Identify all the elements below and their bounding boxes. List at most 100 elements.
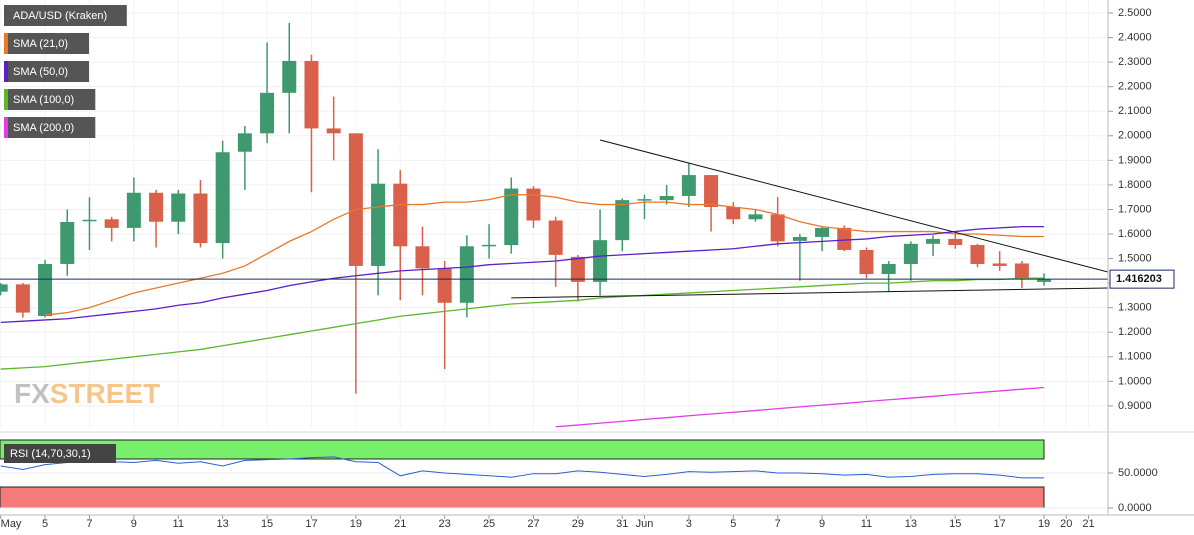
y-tick-label: 1.3000: [1118, 302, 1152, 314]
candle-body: [570, 256, 585, 282]
x-tick-label: 19: [350, 518, 362, 530]
candle-body: [459, 246, 474, 303]
legend-label: SMA (21,0): [13, 38, 68, 50]
sma-line: [44, 194, 1045, 316]
candle-body: [348, 133, 363, 266]
x-tick-label: 13: [905, 518, 917, 530]
candle-body: [992, 263, 1007, 266]
candle-body: [60, 221, 75, 264]
x-tick-label: 13: [217, 518, 229, 530]
x-tick-label: 17: [305, 518, 317, 530]
rsi-line: [0, 456, 1045, 479]
x-tick-label: 9: [819, 518, 825, 530]
candle-body: [15, 284, 30, 313]
trendline: [511, 287, 1108, 299]
x-tick-label: 19: [1038, 518, 1050, 530]
rsi-label-box: [4, 444, 116, 463]
price-plot: FXSTREET: [0, 22, 1108, 428]
watermark-part: FX: [14, 378, 50, 409]
candle-body: [126, 192, 141, 228]
y-tick-label: 2.4000: [1118, 31, 1152, 43]
y-tick-label: 2.1000: [1118, 105, 1152, 117]
y-tick-label: 1.7000: [1118, 203, 1152, 215]
candle-body: [748, 214, 763, 220]
legend-box: [4, 5, 127, 26]
candle-body: [970, 245, 985, 264]
oversold-zone: [0, 486, 1045, 509]
legend-swatch: [4, 89, 8, 110]
legend-swatch: [4, 33, 8, 54]
y-tick-label: 1.9000: [1118, 154, 1152, 166]
candle-body: [415, 246, 430, 269]
legend-box: [4, 89, 96, 110]
candle-body: [104, 219, 119, 228]
legend-label: SMA (50,0): [13, 66, 68, 78]
x-tick-label: Jun: [636, 518, 654, 530]
legend-box: [4, 117, 96, 138]
rsi-label: RSI (14,70,30,1): [10, 448, 91, 460]
candle-body: [193, 193, 208, 244]
y-tick-label: 1.1000: [1118, 351, 1152, 363]
sma-line: [0, 225, 1045, 324]
x-tick-label: 11: [861, 518, 872, 530]
candle-body: [1037, 279, 1052, 282]
candle-body: [859, 249, 874, 275]
y-tick-label: 1.5000: [1118, 252, 1152, 264]
candle-body: [770, 214, 785, 242]
legend-box: [4, 33, 89, 54]
x-tick-label: 21: [1082, 518, 1094, 530]
candle-body: [149, 192, 164, 222]
last-price-box: [1109, 269, 1175, 289]
last-price-label: 1.416203: [1116, 273, 1162, 285]
candle-body: [792, 236, 807, 241]
candle-body: [881, 263, 896, 275]
x-tick-label: 3: [686, 518, 692, 530]
x-tick-label: 21: [394, 518, 406, 530]
candle-body: [504, 188, 519, 246]
x-tick-label: 29: [572, 518, 584, 530]
x-tick-label: 25: [483, 518, 495, 530]
y-tick-label: 2.0000: [1118, 130, 1152, 142]
candle-body: [82, 219, 97, 222]
x-tick-label: 11: [173, 518, 184, 530]
candle-body: [637, 199, 652, 201]
candle-body: [371, 183, 386, 266]
candle-body: [171, 193, 186, 222]
x-tick-label: 15: [261, 518, 273, 530]
x-tick-label: 27: [527, 518, 539, 530]
y-tick-label: 2.5000: [1118, 7, 1152, 19]
y-tick-label: 1.6000: [1118, 228, 1152, 240]
candle-body: [903, 243, 918, 264]
candle-body: [659, 195, 674, 201]
legend: RSI (14,70,30,1) ADA/USD (Kraken) SMA (21,…: [4, 5, 127, 463]
candle-body: [948, 238, 963, 246]
candle-body: [926, 238, 941, 244]
candle-body: [304, 60, 319, 129]
x-tick-label: 5: [42, 518, 48, 530]
sma-line: [0, 277, 1045, 370]
x-tick-label: May: [1, 518, 22, 530]
candle-body: [615, 200, 630, 241]
y-tick-label: 1.0000: [1118, 375, 1152, 387]
candle-body: [437, 268, 452, 303]
candle-body: [1014, 263, 1029, 280]
candle-body: [526, 188, 541, 221]
candle-body: [726, 207, 741, 220]
x-tick-label: 9: [131, 518, 137, 530]
x-tick-label: 20: [1060, 518, 1072, 530]
candle-body: [215, 152, 230, 244]
rsi-plot: [0, 439, 1108, 509]
x-tick-label: 17: [994, 518, 1006, 530]
legend-label: SMA (100,0): [13, 94, 74, 106]
candle-body: [0, 284, 8, 292]
candle-body: [704, 175, 719, 208]
legend-swatch: [4, 117, 8, 138]
y-tick-label: 50.0000: [1118, 467, 1158, 479]
candle-body: [548, 220, 563, 255]
sma-line: [555, 386, 1045, 428]
watermark: FXSTREET: [14, 378, 160, 409]
candle-body: [482, 244, 497, 247]
candle-body: [326, 128, 341, 134]
candle-body: [282, 60, 297, 93]
